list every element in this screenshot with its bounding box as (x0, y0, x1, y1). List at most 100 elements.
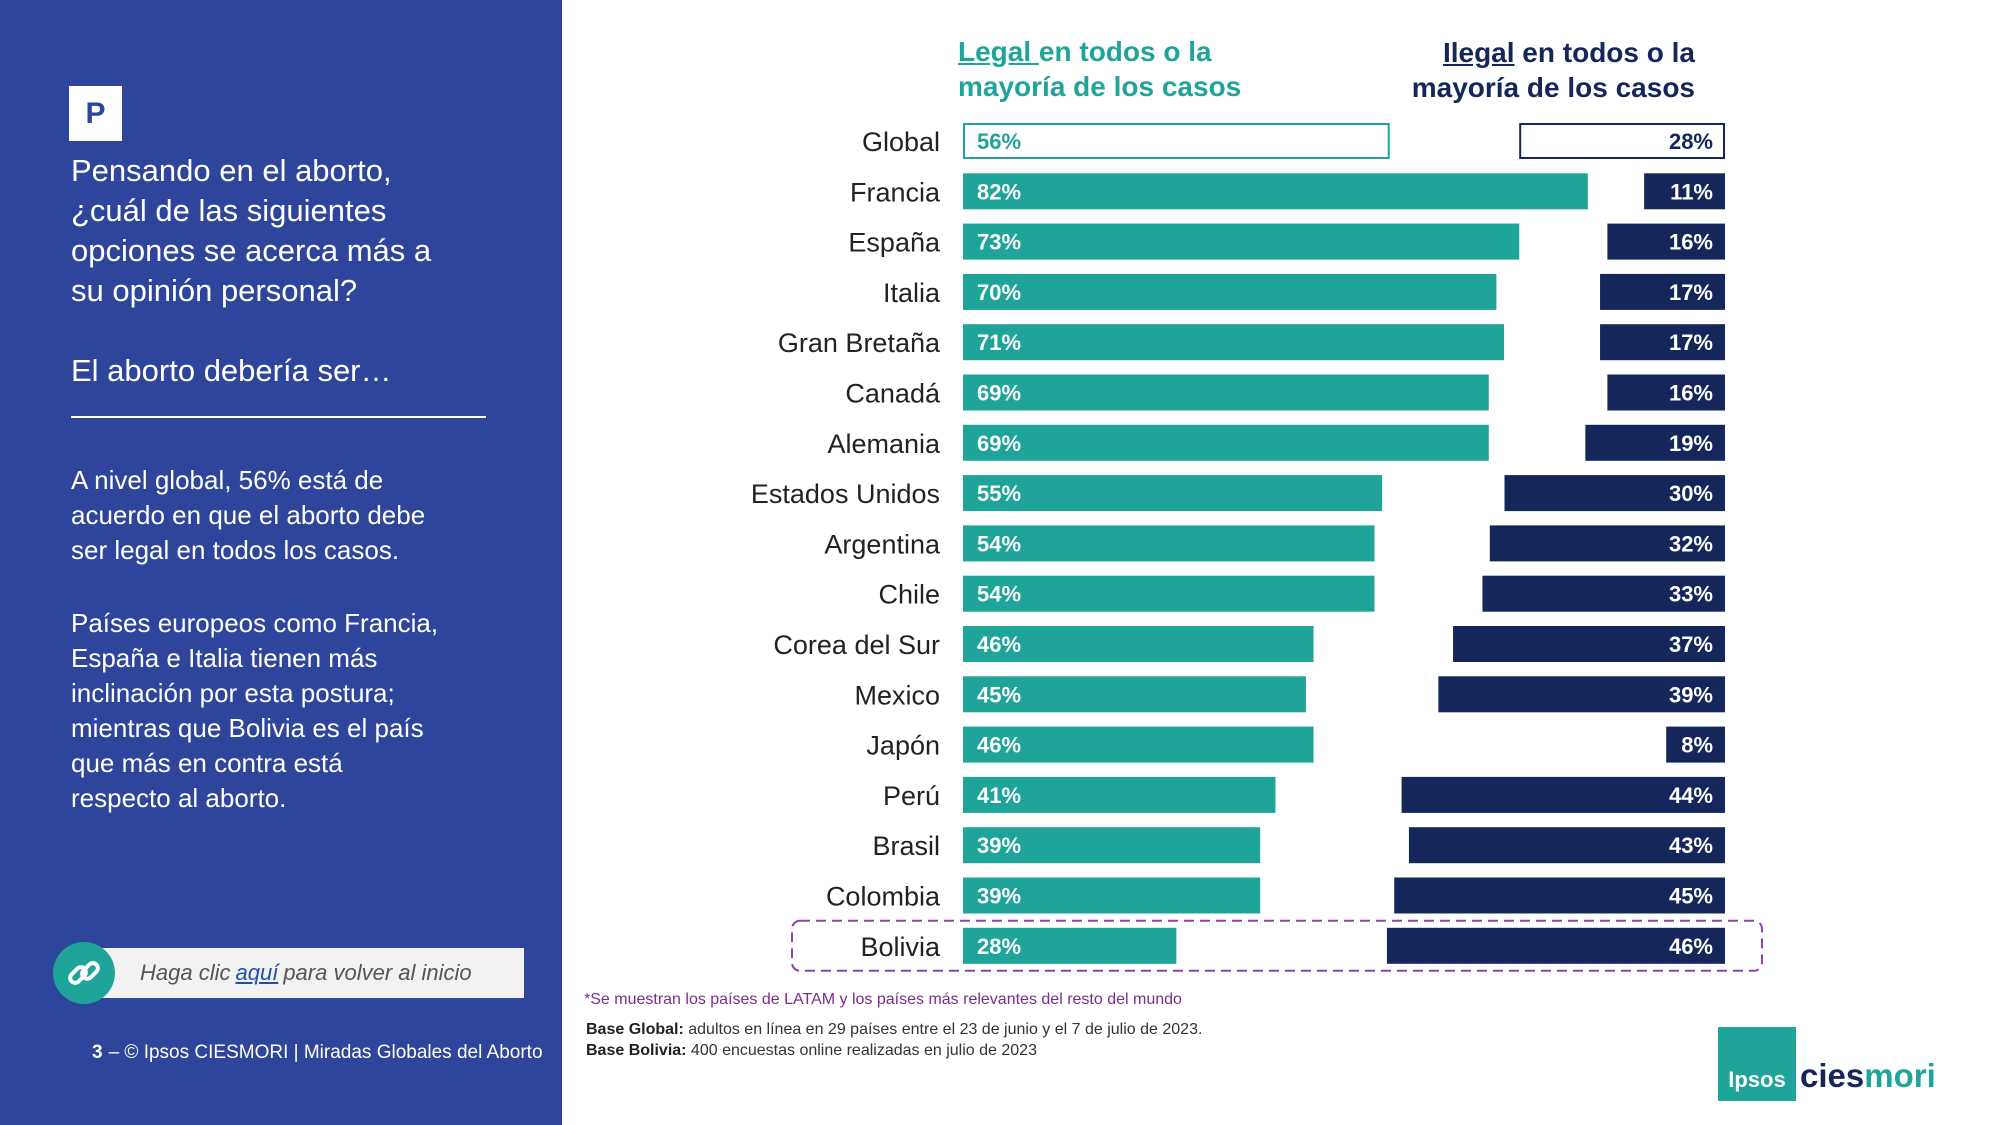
illegal-keyword: Ilegal (1442, 37, 1515, 68)
illegal-bar-espana (1607, 223, 1725, 260)
illegal-bar-bolivia (1386, 927, 1725, 964)
illegal-bar-francia (1644, 173, 1725, 210)
illegal-value-espana: 16% (1669, 230, 1713, 255)
legal-value-francia: 82% (977, 179, 1021, 204)
illegal-value-canada: 16% (1669, 381, 1713, 406)
legal-bar-canada (963, 374, 1489, 411)
legal-bar-italia (963, 273, 1497, 310)
illegal-bar-estados-unidos (1504, 475, 1725, 512)
country-label-estados-unidos: Estados Unidos (751, 479, 940, 509)
legal-value-espana: 73% (977, 230, 1021, 255)
page-footer: 3– © Ipsos CIESMORI | Miradas Globales d… (92, 1042, 543, 1064)
legal-bar-peru (963, 776, 1276, 813)
link-here[interactable]: aquí (235, 960, 279, 985)
country-label-mexico: Mexico (854, 680, 940, 710)
illegal-value-italia: 17% (1669, 280, 1713, 305)
illegal-value-brasil: 43% (1669, 833, 1713, 858)
illegal-value-francia: 11% (1670, 179, 1713, 204)
logo-text-mori: mori (1864, 1057, 1936, 1094)
country-label-colombia: Colombia (826, 882, 941, 912)
country-label-japon: Japón (866, 731, 940, 761)
legal-value-chile: 54% (977, 582, 1021, 607)
country-label-argentina: Argentina (824, 529, 941, 559)
legal-value-mexico: 45% (977, 682, 1021, 707)
legal-value-colombia: 39% (977, 884, 1021, 909)
illegal-value-chile: 33% (1669, 582, 1713, 607)
legal-column-header: Legal en todos o la mayoría de los casos (958, 34, 1241, 104)
illegal-bar-argentina (1489, 525, 1725, 562)
illegal-value-corea-del-sur: 37% (1669, 632, 1713, 657)
ipsos-ciesmori-logo: Ipsos ciesmori (1718, 1027, 1938, 1101)
legal-bar-mexico (963, 676, 1306, 713)
illegal-bar-alemania (1585, 424, 1725, 461)
legal-value-argentina: 54% (977, 531, 1021, 556)
illegal-value-alemania: 19% (1669, 431, 1713, 456)
country-label-espana: España (848, 228, 941, 258)
illegal-header-rest: en todos o la mayoría de los casos (1411, 37, 1695, 103)
link-text-pre: Haga clic (140, 960, 231, 985)
legal-bar-espana (963, 223, 1520, 260)
legal-bar-gran-bretana (963, 324, 1505, 361)
legal-value-gran-bretana: 71% (977, 330, 1021, 355)
illegal-value-gran-bretana: 17% (1669, 330, 1713, 355)
legal-value-bolivia: 28% (977, 934, 1021, 959)
base-bolivia-label: Base Bolivia: (586, 1042, 687, 1059)
country-label-brasil: Brasil (872, 831, 940, 861)
legal-bar-francia (963, 173, 1588, 210)
ipsos-logo-box: Ipsos (1718, 1027, 1796, 1101)
logo-text-cies: cies (1800, 1057, 1865, 1094)
country-label-canada: Canadá (845, 379, 941, 409)
copyright-text: – © Ipsos CIESMORI | Miradas Globales de… (108, 1042, 543, 1063)
country-label-alemania: Alemania (827, 429, 941, 459)
legal-bar-alemania (963, 424, 1489, 461)
country-label-gran-bretana: Gran Bretaña (778, 328, 941, 358)
legal-bar-chile (963, 575, 1375, 612)
legal-value-peru: 41% (977, 783, 1021, 808)
legal-bar-bolivia (963, 927, 1177, 964)
legal-value-japon: 46% (977, 733, 1021, 758)
legal-header-rest: en todos o la mayoría de los casos (958, 36, 1242, 102)
ciesmori-logo-text: ciesmori (1800, 1057, 1936, 1095)
base-global-text: adultos en línea en 29 países entre el 2… (683, 1021, 1203, 1038)
illegal-bar-colombia (1394, 877, 1725, 914)
country-label-corea-del-sur: Corea del Sur (773, 630, 940, 660)
base-bolivia: Base Bolivia: 400 encuestas online reali… (586, 1042, 1037, 1060)
base-global-label: Base Global: (586, 1021, 684, 1038)
legal-keyword: Legal (958, 36, 1039, 67)
illegal-bar-chile (1482, 575, 1725, 612)
base-global: Base Global: adultos en línea en 29 país… (586, 1021, 1202, 1039)
legal-bar-estados-unidos (963, 475, 1383, 512)
illegal-value-japon: 8% (1681, 733, 1713, 758)
page-number: 3 (92, 1042, 103, 1063)
country-label-francia: Francia (850, 177, 941, 207)
question-text: Pensando en el aborto, ¿cuál de las sigu… (71, 153, 432, 308)
illegal-value-peru: 44% (1669, 783, 1713, 808)
legal-bar-argentina (963, 525, 1375, 562)
chain-link-icon[interactable] (53, 942, 115, 1004)
illegal-bar-mexico (1438, 676, 1725, 713)
legal-value-global: 56% (977, 129, 1021, 154)
illegal-column-header: Ilegal en todos o la mayoría de los caso… (1412, 35, 1695, 105)
illegal-bar-canada (1607, 374, 1725, 411)
country-label-global: Global (862, 127, 940, 157)
illegal-bar-corea-del-sur (1453, 626, 1725, 662)
link-text-post: para volver al inicio (283, 960, 472, 985)
highlight-box-bolivia (791, 919, 1763, 972)
legal-bar-brasil (963, 827, 1261, 864)
summary-text-global: A nivel global, 56% está de acuerdo en q… (71, 465, 426, 565)
legal-bar-global (963, 123, 1390, 159)
illegal-bar-italia (1600, 273, 1725, 310)
legal-bar-japon (963, 726, 1314, 763)
legal-bar-colombia (963, 877, 1261, 914)
illegal-bar-peru (1401, 776, 1725, 813)
legal-value-alemania: 69% (977, 431, 1021, 456)
back-to-start-link[interactable]: Haga clic aquí para volver al inicio (92, 948, 524, 998)
illegal-bar-japon (1666, 726, 1725, 763)
illegal-bar-gran-bretana (1600, 324, 1725, 361)
legal-bar-corea-del-sur (963, 626, 1314, 662)
country-label-peru: Perú (883, 781, 940, 811)
illegal-value-global: 28% (1669, 129, 1713, 154)
divider (71, 416, 486, 418)
country-label-bolivia: Bolivia (860, 932, 941, 962)
illegal-bar-global (1519, 123, 1725, 159)
